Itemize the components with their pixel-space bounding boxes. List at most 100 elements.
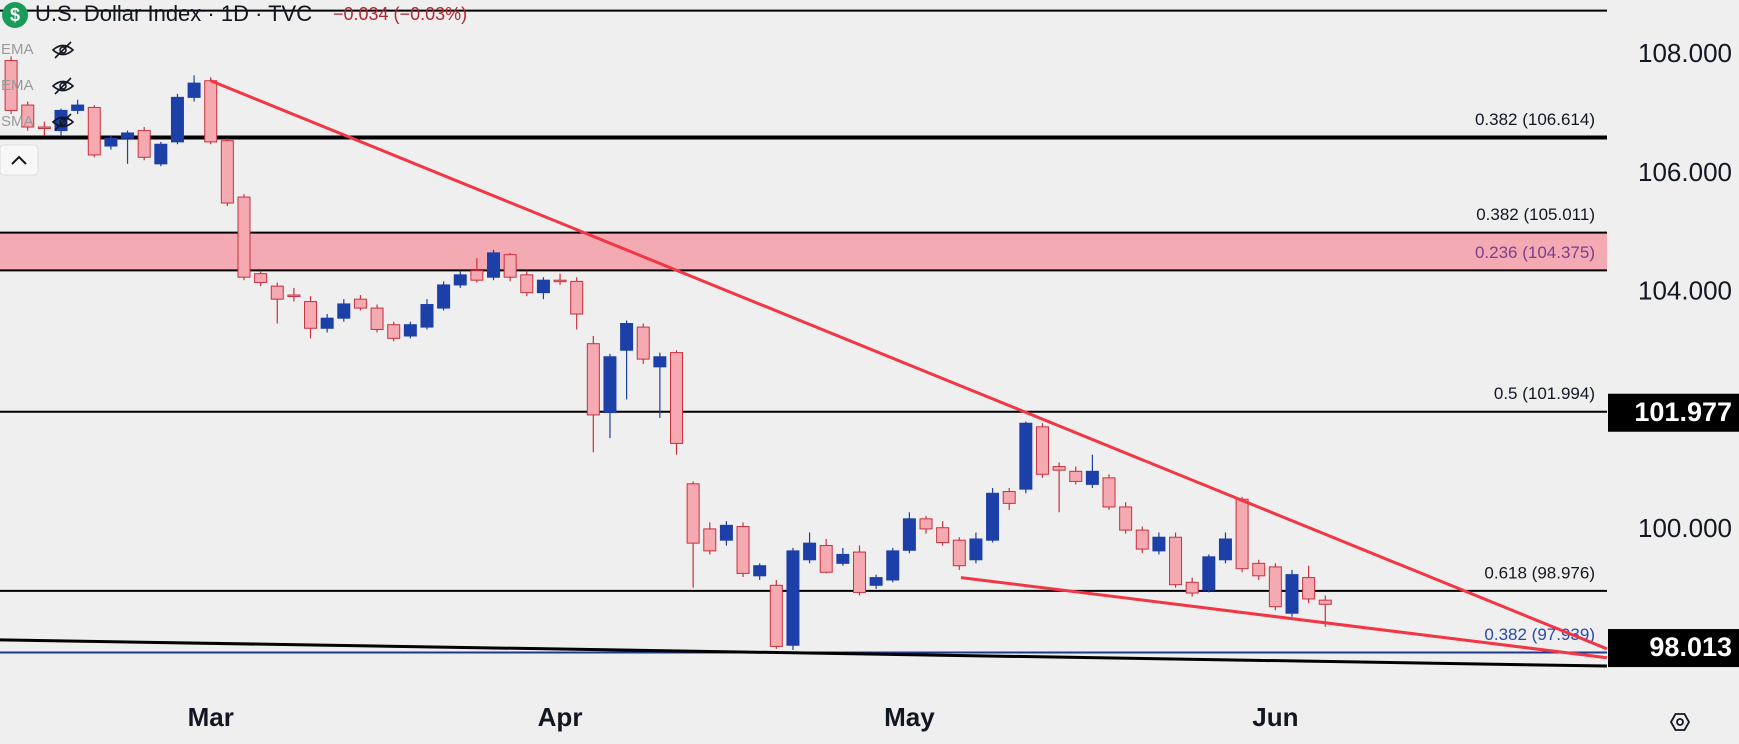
candle-body	[786, 550, 800, 646]
logo: $	[10, 5, 20, 25]
candle-body	[154, 143, 168, 165]
y-tick-label: 108.000	[1638, 38, 1732, 68]
x-tick-label: Mar	[188, 702, 234, 732]
candle-body	[237, 196, 251, 278]
candle-body	[886, 550, 900, 581]
candle-body	[620, 323, 634, 351]
candle-body	[753, 565, 767, 577]
eye-icon[interactable]	[51, 41, 75, 59]
x-tick-label: May	[884, 702, 935, 732]
candle-body	[636, 326, 650, 360]
candle-body	[670, 352, 683, 444]
candle-body	[320, 317, 334, 329]
candle-body	[819, 545, 833, 573]
candle-body	[1085, 470, 1099, 485]
candle-body	[353, 298, 367, 309]
candle-body	[1102, 477, 1116, 508]
candle-body	[21, 104, 35, 128]
candle-body	[1318, 599, 1332, 605]
candle-body	[919, 518, 933, 530]
logo-badge	[2, 2, 28, 28]
candle-body	[437, 284, 451, 309]
candle-body	[1002, 491, 1016, 504]
eye-pupil	[59, 46, 67, 54]
fib-zone	[0, 232, 1607, 271]
chart-title: U.S. Dollar Index · 1D · TVC	[35, 1, 312, 26]
candle-body	[1135, 529, 1149, 550]
candle-body	[220, 140, 234, 204]
eye-pupil	[59, 82, 67, 90]
fib-level-label: 0.382 (105.011)	[1476, 205, 1595, 224]
settings-icon[interactable]	[1669, 713, 1691, 731]
indicator-name: EMA	[1, 41, 34, 58]
candle-body	[370, 307, 384, 330]
candle-body	[852, 551, 866, 593]
candle-body	[420, 304, 434, 328]
candle-body	[719, 524, 733, 541]
candle-body	[1119, 506, 1133, 531]
candle-body	[570, 280, 584, 315]
plot-area: 0.382 (106.614) 0.382 (105.011) 0.236 (104…	[0, 9, 1608, 668]
trendline	[960, 576, 1608, 660]
candle-body	[503, 254, 517, 278]
price-label: 101.977	[1634, 397, 1732, 427]
candle-body	[337, 303, 351, 319]
candle-body	[553, 279, 567, 283]
candle-body	[520, 274, 534, 294]
candle-body	[686, 483, 700, 544]
y-tick-label: 104.000	[1638, 276, 1732, 306]
candle-body	[254, 273, 268, 284]
candle-body	[952, 539, 966, 567]
candle-body	[969, 538, 983, 561]
settings-dot	[1676, 718, 1684, 726]
eye-slash	[54, 77, 72, 95]
candle-body	[71, 104, 85, 111]
candle-body	[1069, 470, 1083, 482]
candle-body	[137, 130, 151, 158]
indicator-name: EMA	[1, 77, 34, 94]
eye-slash	[54, 113, 72, 131]
candle-body	[487, 252, 501, 278]
candle-body	[869, 577, 883, 586]
candle-body	[121, 132, 135, 139]
candle-body	[270, 285, 284, 300]
candle-body	[1202, 556, 1216, 591]
trendline	[0, 638, 1607, 668]
candle-body	[470, 270, 484, 281]
candle-body	[902, 518, 916, 551]
candle-body	[703, 528, 717, 552]
eye-slash	[54, 41, 72, 59]
candle-body	[37, 126, 51, 130]
candle-body	[170, 96, 184, 143]
settings-hex	[1669, 713, 1691, 731]
candle-body	[304, 301, 318, 329]
eye-icon[interactable]	[51, 77, 75, 95]
candle-body	[1302, 577, 1316, 600]
candle-body	[387, 324, 401, 339]
candle-body	[1152, 536, 1166, 552]
fib-level-label: 0.382 (106.614)	[1475, 110, 1595, 129]
candle-body	[104, 137, 118, 147]
collapse-icon	[11, 155, 27, 165]
candle-body	[1235, 498, 1249, 570]
overlay: $ U.S. Dollar Index · 1D · TVC −0.034 (−…	[0, 1, 1691, 731]
candle-body	[986, 492, 1000, 541]
candle-body	[1218, 538, 1232, 561]
trendline	[210, 79, 1608, 651]
candle-body	[1019, 422, 1033, 490]
candle-body	[287, 294, 301, 298]
fib-level-label: 0.618 (98.976)	[1484, 563, 1595, 582]
price-box	[1608, 629, 1739, 668]
candle-body	[1268, 566, 1282, 608]
candle-body	[1052, 466, 1066, 471]
candle-body	[836, 553, 850, 564]
candle-body	[736, 526, 750, 574]
candle-body	[803, 542, 817, 561]
fib-level-label: 0.236 (104.375)	[1475, 243, 1595, 262]
candle-body	[936, 527, 950, 544]
collapse-button[interactable]	[0, 144, 39, 176]
fib-level-label: 0.382 (97.939)	[1484, 625, 1595, 644]
eye-pupil	[59, 118, 67, 126]
eye-icon[interactable]	[51, 113, 75, 131]
